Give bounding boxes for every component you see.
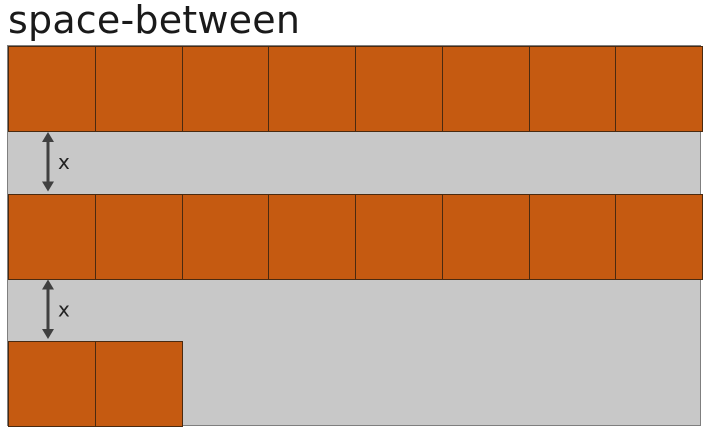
flex-item bbox=[8, 46, 96, 132]
flex-item bbox=[441, 193, 530, 280]
flex-item bbox=[615, 193, 703, 280]
flex-item bbox=[615, 46, 703, 132]
flex-item bbox=[94, 193, 183, 280]
flex-item bbox=[528, 193, 617, 280]
flex-item bbox=[181, 46, 270, 132]
flex-item bbox=[181, 193, 270, 280]
diagram-title: space-between bbox=[8, 0, 301, 42]
flex-container bbox=[7, 45, 703, 427]
flex-item bbox=[94, 46, 183, 132]
flex-item bbox=[355, 193, 443, 280]
flex-item bbox=[94, 341, 183, 427]
flex-item bbox=[528, 46, 617, 132]
flex-item bbox=[268, 193, 356, 280]
flex-item bbox=[441, 46, 530, 132]
flex-item bbox=[8, 193, 96, 280]
flex-item bbox=[355, 46, 443, 132]
flex-item bbox=[8, 341, 96, 427]
flex-item bbox=[268, 46, 356, 132]
